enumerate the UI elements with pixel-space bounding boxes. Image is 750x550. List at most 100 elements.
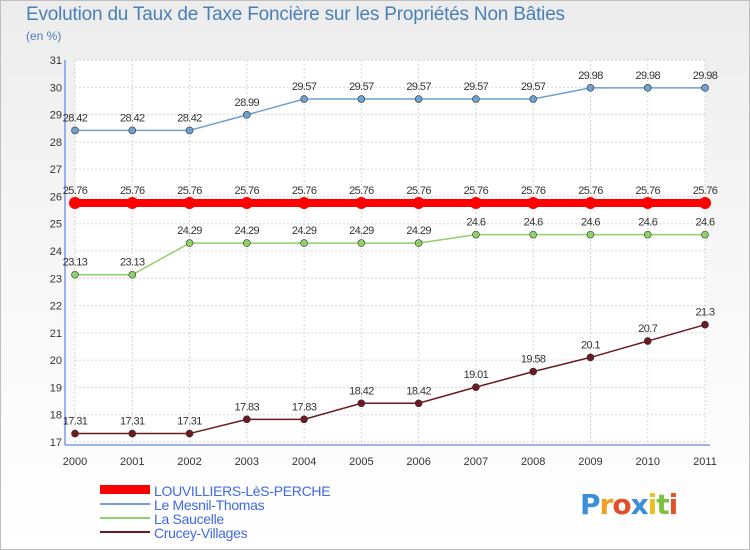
- y-tick-label: 25: [50, 219, 62, 231]
- legend-label: Crucey-Villages: [154, 525, 248, 541]
- data-label: 29.98: [578, 70, 603, 82]
- data-label: 24.29: [349, 225, 374, 237]
- data-point: [472, 230, 480, 239]
- data-point: [69, 196, 81, 209]
- x-tick-label: 2008: [521, 456, 545, 468]
- data-label: 28.42: [63, 112, 88, 124]
- data-point: [469, 196, 482, 209]
- data-point: [128, 126, 137, 135]
- data-label: 25.76: [120, 185, 145, 197]
- logo-letter: i: [647, 488, 658, 521]
- data-label: 17.31: [120, 416, 145, 428]
- data-point: [243, 239, 251, 247]
- data-point: [243, 111, 251, 119]
- data-label: 28.42: [177, 112, 202, 124]
- data-label: 29.57: [349, 81, 374, 93]
- data-point: [699, 196, 711, 209]
- data-label: 28.99: [235, 97, 260, 109]
- data-point: [414, 399, 423, 408]
- data-label: 25.76: [406, 185, 431, 197]
- data-label: 20.1: [581, 339, 600, 351]
- data-label: 21.3: [695, 307, 714, 319]
- data-point: [414, 239, 423, 247]
- data-label: 24.29: [177, 225, 202, 237]
- data-point: [643, 230, 652, 239]
- y-tick-label: 31: [50, 55, 62, 67]
- y-tick-label: 18: [50, 410, 62, 422]
- data-label: 17.31: [177, 416, 202, 428]
- data-point: [472, 383, 480, 391]
- data-label: 25.76: [349, 185, 374, 197]
- data-point: [71, 126, 79, 135]
- data-label: 24.6: [695, 217, 714, 229]
- chart-legend: LOUVILLIERS-LèS-PERCHE Le Mesnil-Thomas …: [100, 483, 420, 541]
- data-point: [357, 95, 366, 103]
- data-point: [529, 230, 537, 239]
- data-point: [586, 230, 595, 239]
- data-point: [126, 196, 139, 209]
- legend-swatch: [100, 503, 150, 505]
- series-line: [75, 87, 705, 132]
- legend-swatch: [100, 531, 150, 533]
- data-point: [529, 95, 537, 103]
- data-point: [71, 270, 79, 279]
- data-label: 29.57: [521, 81, 546, 93]
- data-label: 29.57: [406, 81, 431, 93]
- x-tick-label: 2005: [349, 456, 373, 468]
- data-label: 25.76: [578, 185, 603, 197]
- data-label: 25.76: [235, 185, 260, 197]
- data-label: 25.76: [177, 185, 202, 197]
- data-point: [643, 84, 652, 92]
- logo-letter: o: [612, 488, 631, 521]
- y-tick-label: 30: [50, 82, 62, 94]
- x-tick-label: 2011: [693, 456, 717, 468]
- legend-item-crucey: Crucey-Villages: [100, 525, 420, 541]
- data-point: [527, 196, 540, 209]
- data-label: 20.7: [638, 323, 657, 335]
- series-line: [75, 323, 706, 435]
- data-label: 18.42: [349, 385, 374, 397]
- y-tick-label: 19: [50, 382, 62, 394]
- data-point: [701, 230, 709, 239]
- data-label: 25.76: [521, 185, 546, 197]
- data-label: 29.98: [635, 70, 660, 82]
- legend-label: Le Mesnil-Thomas: [154, 497, 265, 513]
- data-point: [183, 196, 196, 209]
- plot-area: [75, 60, 705, 442]
- data-label: 25.76: [693, 185, 718, 197]
- legend-item-saucelle: La Saucelle: [100, 511, 420, 527]
- data-point: [529, 367, 537, 376]
- series-line: [75, 233, 705, 276]
- data-point: [586, 84, 595, 92]
- x-tick-label: 2004: [292, 456, 316, 468]
- data-label: 19.01: [464, 369, 489, 381]
- data-label: 25.76: [464, 185, 489, 197]
- proxiti-logo: Proxiti: [580, 488, 678, 521]
- x-tick-label: 2002: [177, 456, 201, 468]
- data-label: 24.29: [292, 225, 317, 237]
- data-point: [586, 353, 595, 362]
- y-tick-label: 21: [50, 328, 62, 340]
- data-point: [412, 196, 425, 209]
- data-point: [243, 415, 251, 424]
- logo-letter: x: [630, 488, 649, 521]
- logo-letter: P: [580, 488, 601, 521]
- data-label: 29.57: [464, 81, 489, 93]
- data-label: 17.31: [63, 416, 88, 428]
- data-point: [701, 320, 709, 329]
- data-point: [643, 337, 652, 345]
- y-tick-label: 26: [50, 191, 62, 203]
- legend-label: LOUVILLIERS-LèS-PERCHE: [154, 483, 331, 499]
- data-label: 17.83: [292, 401, 317, 413]
- data-point: [185, 429, 194, 438]
- data-point: [357, 239, 366, 247]
- x-tick-label: 2001: [120, 456, 144, 468]
- x-tick-label: 2006: [406, 456, 430, 468]
- data-point: [641, 196, 654, 209]
- data-point: [71, 429, 79, 438]
- logo-letter: r: [599, 488, 614, 521]
- legend-item-mesnil-thomas: Le Mesnil-Thomas: [100, 497, 420, 513]
- logo-letter: t: [656, 488, 669, 521]
- data-point: [300, 239, 308, 247]
- data-label: 18.42: [406, 385, 431, 397]
